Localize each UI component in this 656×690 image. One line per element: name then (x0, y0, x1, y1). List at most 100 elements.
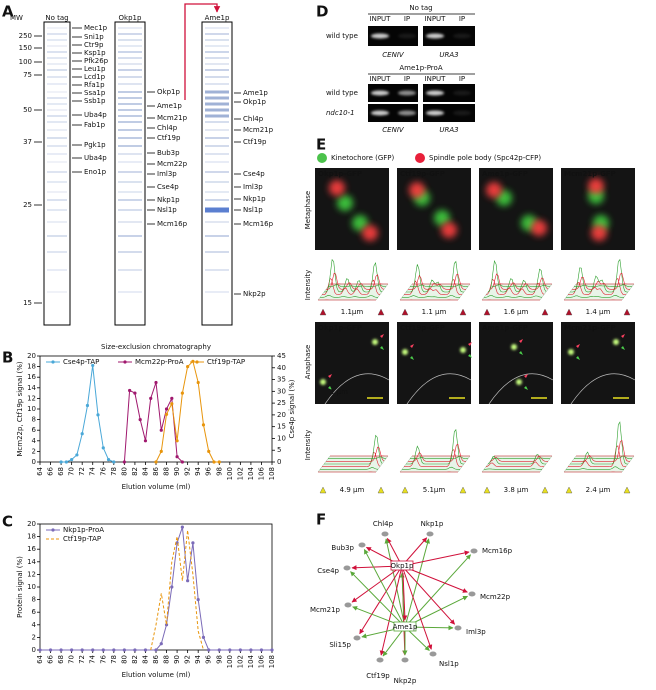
data-point (175, 455, 179, 459)
gel-band (205, 83, 229, 85)
legend-label: Spindle pole body (Spc42p-CFP) (429, 154, 541, 162)
cell-outline (488, 373, 554, 405)
gel-band (47, 121, 67, 123)
surface-line (487, 260, 547, 293)
band-label: Nkp1p (243, 195, 266, 203)
kinetochore-marker (519, 351, 523, 355)
surface-line (320, 467, 379, 470)
network-edge (401, 565, 433, 650)
pcr-band (398, 110, 416, 116)
surface-line (326, 272, 385, 290)
spot (434, 210, 450, 226)
mw-label: 15 (23, 299, 32, 307)
distance-marker (623, 486, 631, 494)
x-tick-label: 84 (141, 466, 149, 475)
column-header: IP (459, 15, 465, 23)
data-point (217, 648, 221, 652)
x-tick-label: 74 (89, 654, 97, 663)
spot (591, 225, 607, 241)
x-tick-label: 86 (152, 466, 160, 475)
distance-marker (319, 308, 327, 316)
gel-band (47, 269, 67, 271)
spot (511, 344, 517, 350)
gel-band (47, 145, 67, 147)
gel-band (118, 171, 142, 173)
mw-label: 150 (19, 44, 32, 52)
lane-header: No tag (45, 14, 68, 22)
data-point (38, 648, 42, 652)
gel-band (118, 235, 142, 237)
distance-marker (623, 308, 631, 316)
node-label: Nsl1p (439, 660, 459, 668)
gel-band (47, 91, 67, 93)
y-tick-label: 0 (32, 646, 36, 654)
data-point (249, 648, 253, 652)
data-point (159, 642, 163, 646)
x-tick-label: 64 (36, 654, 44, 663)
x-axis-label: Elution volume (ml) (122, 671, 191, 679)
distance-marker (541, 308, 549, 316)
network-node (344, 602, 352, 608)
surface-line (322, 451, 381, 468)
row-label: Intensity (304, 270, 312, 300)
gel-band (47, 221, 67, 223)
row-label: wild type (326, 32, 358, 40)
y-tick-label: 8 (32, 596, 36, 604)
surface-line (487, 454, 546, 465)
gel-band (118, 209, 142, 211)
network-node (376, 657, 384, 663)
gel-band (47, 171, 67, 173)
data-point (122, 460, 126, 464)
distance-marker (565, 308, 573, 316)
locus-label: URA3 (439, 126, 458, 134)
y-tick-label: 4 (32, 437, 37, 445)
strain-label: Mcm21p-GFP (564, 170, 616, 178)
column-header: IP (404, 75, 410, 83)
mw-label: 250 (19, 32, 32, 40)
panel-label: C (2, 513, 13, 531)
y-tick-label: 12 (27, 394, 36, 402)
spindle-marker (410, 344, 414, 348)
column-header: INPUT (370, 15, 392, 23)
surface-line (320, 294, 378, 298)
chart-title: Size-exclusion chromatography (101, 343, 211, 351)
gel-lane (201, 21, 233, 326)
pcr-gel (423, 84, 475, 102)
gel-band (118, 69, 142, 71)
strain-label: Ame1p-GFP (482, 170, 528, 178)
kinetochore-marker (328, 386, 332, 390)
network-edge (379, 565, 403, 656)
network-edge (351, 565, 403, 603)
node-label: Mcm21p (310, 606, 341, 614)
spot (460, 347, 466, 353)
y2-tick-label: 0 (277, 458, 281, 466)
gel-band (118, 145, 142, 147)
gel-band (118, 199, 142, 201)
surface-line (408, 273, 466, 290)
gel-band (47, 199, 67, 201)
x-tick-label: 64 (36, 466, 44, 475)
network-edge (401, 565, 456, 625)
gel-band (47, 291, 67, 293)
surface-line (566, 294, 624, 298)
y-tick-label: 16 (27, 545, 36, 553)
spot (352, 215, 368, 231)
data-point (180, 460, 184, 464)
gel-band (118, 39, 142, 41)
network-node (381, 531, 389, 537)
gel-band (118, 51, 142, 53)
pcr-band (426, 110, 444, 116)
data-point (101, 648, 105, 652)
pcr-band (426, 90, 444, 96)
network-node (429, 651, 437, 657)
micrograph (397, 322, 471, 404)
gel-band (205, 153, 229, 155)
y-tick-label: 20 (27, 520, 36, 528)
band-label: Uba4p (84, 111, 107, 119)
x-tick-label: 88 (163, 655, 171, 664)
x-tick-label: 66 (47, 654, 55, 663)
network-node (454, 625, 462, 631)
data-point (122, 648, 126, 652)
legend-marker (195, 360, 199, 364)
gel-band (47, 97, 67, 99)
